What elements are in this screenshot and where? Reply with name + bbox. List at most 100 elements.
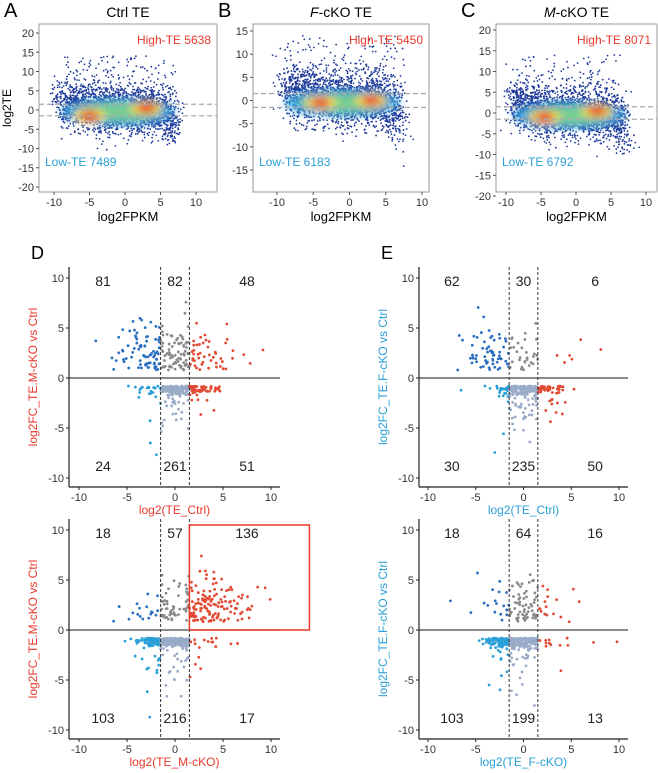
data-point	[289, 120, 292, 123]
data-point	[301, 68, 304, 71]
data-point	[103, 129, 106, 131]
data-point	[325, 68, 328, 71]
data-point	[69, 84, 72, 87]
data-point	[100, 56, 103, 59]
data-point	[293, 127, 296, 130]
data-point	[341, 81, 344, 83]
data-point	[369, 45, 371, 48]
data-point	[68, 73, 70, 76]
data-point	[279, 47, 282, 50]
data-point	[146, 127, 149, 130]
data-point	[319, 86, 322, 89]
data-point	[156, 97, 158, 100]
data-point	[109, 126, 111, 128]
data-point	[302, 87, 305, 89]
data-point	[150, 89, 153, 92]
data-point	[73, 78, 76, 81]
data-point	[316, 82, 319, 85]
data-point	[130, 133, 133, 136]
data-point	[93, 79, 96, 82]
y-tick-label: -20	[18, 182, 34, 194]
data-point	[114, 144, 117, 147]
data-point	[378, 69, 381, 72]
data-point	[137, 128, 140, 131]
data-point	[172, 85, 174, 88]
data-point	[306, 66, 309, 69]
data-point	[621, 152, 624, 155]
data-point	[126, 94, 129, 97]
data-point	[150, 141, 153, 144]
data-point	[323, 57, 326, 60]
data-point	[279, 73, 282, 76]
data-point	[355, 67, 358, 70]
data-point	[140, 129, 143, 132]
data-point	[326, 85, 329, 88]
data-point	[105, 148, 108, 151]
data-point	[371, 77, 374, 80]
data-point	[104, 89, 107, 92]
data-point	[136, 126, 139, 129]
data-point	[404, 134, 407, 136]
data-point	[112, 87, 115, 90]
data-point	[372, 80, 375, 83]
data-point	[60, 93, 63, 96]
data-point	[294, 89, 297, 92]
data-point	[145, 94, 147, 97]
data-point	[388, 78, 391, 80]
density-peak	[361, 95, 382, 106]
data-point	[590, 73, 593, 76]
data-point	[157, 72, 160, 74]
data-point	[377, 71, 380, 74]
data-point	[153, 90, 156, 92]
data-point	[130, 135, 132, 138]
data-point	[124, 87, 127, 90]
data-point	[294, 129, 297, 131]
data-point	[381, 117, 384, 120]
data-point	[169, 134, 172, 137]
data-point	[346, 70, 349, 73]
data-point	[374, 50, 377, 53]
data-point	[398, 95, 401, 98]
data-point	[109, 69, 112, 72]
data-point	[65, 64, 68, 66]
data-point	[392, 91, 395, 94]
data-point	[293, 86, 296, 88]
data-point	[295, 119, 298, 122]
data-point	[313, 79, 315, 82]
data-point	[613, 130, 616, 132]
data-point	[99, 126, 102, 129]
data-point	[387, 89, 389, 92]
data-point	[288, 88, 291, 90]
data-point	[171, 93, 174, 96]
data-point	[177, 121, 180, 124]
data-point	[108, 133, 111, 136]
data-point	[296, 82, 299, 85]
data-point	[63, 116, 66, 119]
data-point	[342, 133, 344, 136]
data-point	[322, 45, 325, 48]
data-point	[135, 89, 138, 92]
data-point	[289, 54, 292, 57]
data-point	[169, 120, 172, 122]
data-point	[326, 123, 329, 126]
data-point	[139, 91, 142, 94]
x-tick-label: -5	[308, 197, 318, 209]
data-point	[321, 78, 324, 81]
data-point	[347, 46, 350, 49]
data-point	[315, 66, 318, 69]
data-point	[385, 58, 388, 61]
data-point	[94, 89, 97, 91]
data-point	[139, 97, 142, 99]
data-point	[83, 63, 86, 66]
data-point	[332, 75, 335, 77]
data-point	[139, 66, 142, 69]
data-point	[390, 73, 393, 76]
data-point	[77, 90, 80, 93]
data-point	[289, 80, 291, 82]
data-point	[328, 73, 331, 75]
data-point	[74, 99, 77, 102]
data-point	[132, 88, 134, 91]
data-point	[325, 77, 328, 80]
data-point	[290, 75, 292, 78]
data-point	[336, 118, 339, 121]
